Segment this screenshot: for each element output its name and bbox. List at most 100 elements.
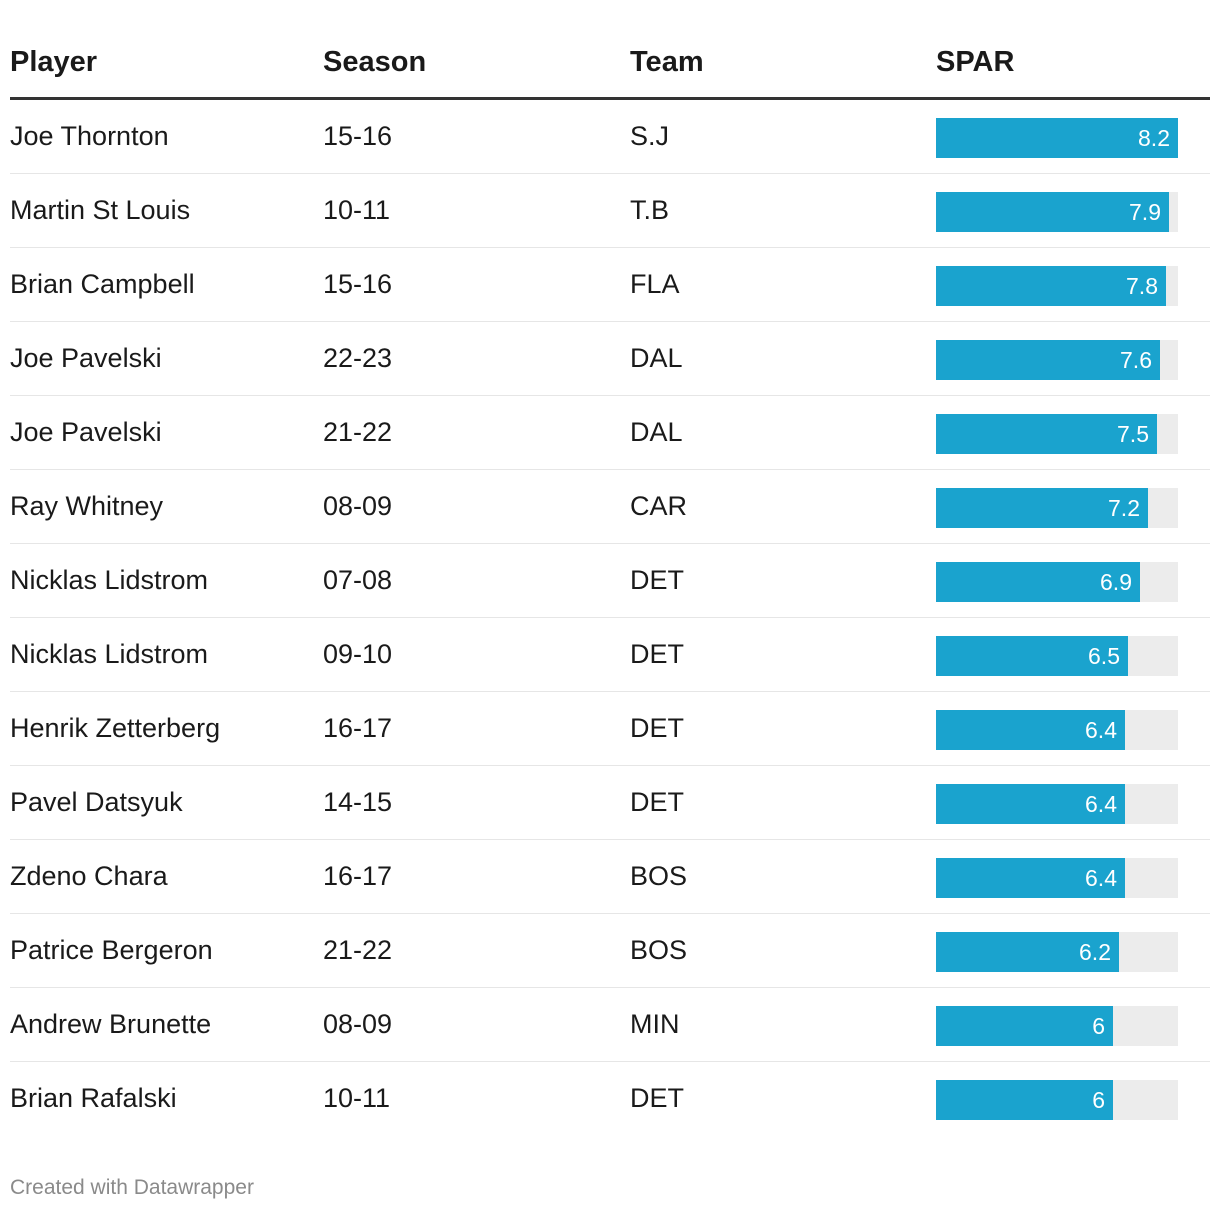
table-row: Brian Campbell 15-16 FLA 7.8: [10, 248, 1210, 322]
player-cell: Nicklas Lidstrom: [10, 565, 209, 595]
spar-bar: 6.2: [936, 932, 1119, 972]
player-cell: Joe Pavelski: [10, 417, 162, 447]
spar-bar-track: 7.5: [936, 414, 1178, 454]
spar-bar-track: 8.2: [936, 118, 1178, 158]
table-row: Nicklas Lidstrom 09-10 DET 6.5: [10, 618, 1210, 692]
team-cell: S.J: [630, 121, 670, 151]
spar-value-label: 7.2: [1108, 495, 1140, 521]
spar-value-label: 6.9: [1100, 569, 1132, 595]
season-cell: 07-08: [323, 565, 393, 595]
table-row: Andrew Brunette 08-09 MIN 6: [10, 988, 1210, 1062]
spar-bar-track: 6.4: [936, 858, 1178, 898]
table-row: Martin St Louis 10-11 T.B 7.9: [10, 174, 1210, 248]
player-cell: Henrik Zetterberg: [10, 713, 221, 743]
team-cell: BOS: [630, 935, 688, 965]
spar-bar-track: 7.8: [936, 266, 1178, 306]
spar-bar-track: 6.4: [936, 710, 1178, 750]
spar-value-label: 6: [1092, 1087, 1105, 1113]
table-row: Pavel Datsyuk 14-15 DET 6.4: [10, 766, 1210, 840]
spar-value-label: 6.5: [1088, 643, 1120, 669]
table-row: Nicklas Lidstrom 07-08 DET 6.9: [10, 544, 1210, 618]
season-cell: 08-09: [323, 1009, 393, 1039]
spar-value-label: 7.8: [1126, 273, 1158, 299]
header-season[interactable]: Season: [323, 46, 427, 78]
team-cell: MIN: [630, 1009, 680, 1039]
player-cell: Martin St Louis: [10, 195, 191, 225]
spar-value-label: 7.6: [1120, 347, 1152, 373]
season-cell: 21-22: [323, 935, 393, 965]
player-cell: Nicklas Lidstrom: [10, 639, 209, 669]
spar-bar-track: 7.9: [936, 192, 1178, 232]
header-spar[interactable]: SPAR: [936, 46, 1015, 78]
spar-bar: 7.2: [936, 488, 1148, 528]
season-cell: 21-22: [323, 417, 393, 447]
table-body: Joe Thornton 15-16 S.J 8.2 Martin St Louis 10…: [10, 100, 1210, 1136]
season-cell: 08-09: [323, 491, 393, 521]
table-row: Ray Whitney 08-09 CAR 7.2: [10, 470, 1210, 544]
season-cell: 15-16: [323, 269, 393, 299]
season-cell: 14-15: [323, 787, 393, 817]
season-cell: 22-23: [323, 343, 393, 373]
table-row: Joe Pavelski 22-23 DAL 7.6: [10, 322, 1210, 396]
table-row: Henrik Zetterberg 16-17 DET 6.4: [10, 692, 1210, 766]
spar-bar: 7.9: [936, 192, 1169, 232]
team-cell: DET: [630, 1083, 684, 1113]
season-cell: 16-17: [323, 861, 393, 891]
spar-bar: 8.2: [936, 118, 1178, 158]
table-header: Player Season Team SPAR: [10, 30, 1210, 100]
spar-value-label: 6.4: [1085, 717, 1117, 743]
team-cell: CAR: [630, 491, 688, 521]
spar-bar: 6: [936, 1006, 1113, 1046]
team-cell: DET: [630, 565, 684, 595]
team-cell: DAL: [630, 343, 683, 373]
player-cell: Pavel Datsyuk: [10, 787, 183, 817]
spar-bar-track: 7.6: [936, 340, 1178, 380]
player-cell: Zdeno Chara: [10, 861, 168, 891]
spar-bar: 6.4: [936, 858, 1125, 898]
team-cell: DAL: [630, 417, 683, 447]
player-cell: Andrew Brunette: [10, 1009, 212, 1039]
player-cell: Joe Thornton: [10, 121, 169, 151]
spar-bar: 7.8: [936, 266, 1166, 306]
table-row: Brian Rafalski 10-11 DET 6: [10, 1062, 1210, 1136]
spar-bar-track: 7.2: [936, 488, 1178, 528]
season-cell: 15-16: [323, 121, 393, 151]
spar-value-label: 7.5: [1117, 421, 1149, 447]
player-cell: Patrice Bergeron: [10, 935, 213, 965]
player-cell: Ray Whitney: [10, 491, 164, 521]
header-player[interactable]: Player: [10, 46, 98, 78]
season-cell: 10-11: [323, 1083, 391, 1113]
spar-value-label: 6.4: [1085, 791, 1117, 817]
spar-bar-track: 6: [936, 1080, 1178, 1120]
spar-bar: 6.4: [936, 710, 1125, 750]
spar-bar-track: 6: [936, 1006, 1178, 1046]
spar-bar: 7.6: [936, 340, 1160, 380]
player-cell: Joe Pavelski: [10, 343, 162, 373]
team-cell: BOS: [630, 861, 688, 891]
team-cell: DET: [630, 639, 684, 669]
table-row: Patrice Bergeron 21-22 BOS 6.2: [10, 914, 1210, 988]
spar-table: Player Season Team SPAR Joe Thornton 15-1…: [10, 30, 1210, 1136]
spar-bar: 6.5: [936, 636, 1128, 676]
team-cell: DET: [630, 787, 684, 817]
season-cell: 10-11: [323, 195, 391, 225]
season-cell: 09-10: [323, 639, 393, 669]
spar-bar-track: 6.4: [936, 784, 1178, 824]
spar-bar-track: 6.2: [936, 932, 1178, 972]
season-cell: 16-17: [323, 713, 393, 743]
spar-value-label: 8.2: [1138, 125, 1170, 151]
spar-value-label: 6.2: [1079, 939, 1111, 965]
spar-bar: 6: [936, 1080, 1113, 1120]
table-row: Joe Pavelski 21-22 DAL 7.5: [10, 396, 1210, 470]
team-cell: DET: [630, 713, 684, 743]
header-team[interactable]: Team: [630, 46, 704, 78]
team-cell: T.B: [630, 195, 670, 225]
spar-bar: 7.5: [936, 414, 1157, 454]
spar-value-label: 6.4: [1085, 865, 1117, 891]
table-row: Joe Thornton 15-16 S.J 8.2: [10, 100, 1210, 174]
spar-value-label: 6: [1092, 1013, 1105, 1039]
spar-bar-track: 6.9: [936, 562, 1178, 602]
spar-bar: 6.4: [936, 784, 1125, 824]
spar-bar-track: 6.5: [936, 636, 1178, 676]
footer-credit: Created with Datawrapper: [10, 1176, 254, 1199]
